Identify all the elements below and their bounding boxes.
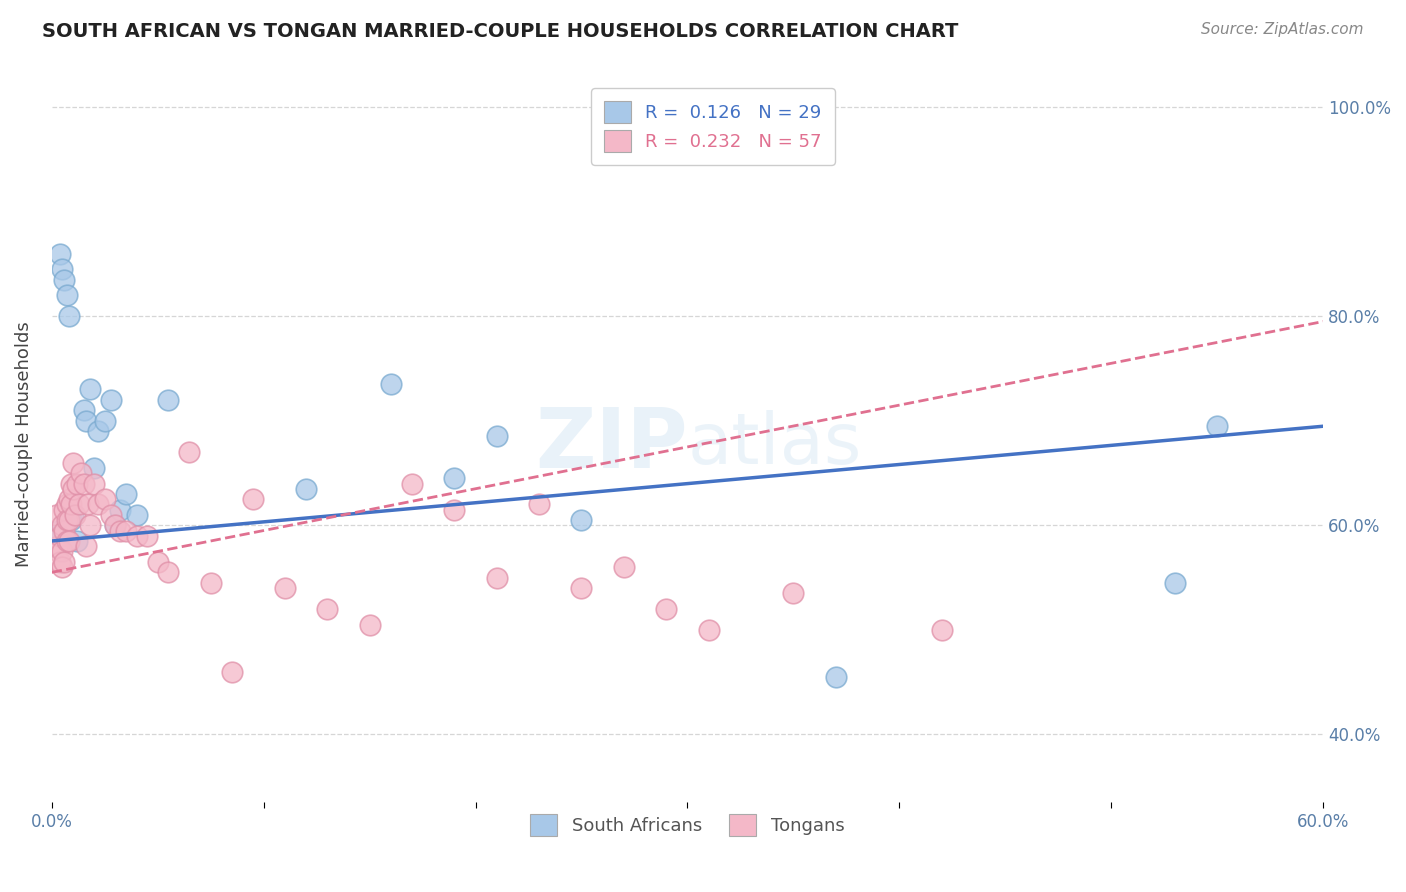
Point: [125, 529, 148, 543]
Point: [45, 508, 67, 522]
Point: [83, 460, 105, 475]
Point: [53, 273, 76, 287]
Point: [58, 513, 80, 527]
Point: [59, 513, 82, 527]
Point: [67, 497, 90, 511]
Point: [931, 623, 953, 637]
Point: [46, 539, 69, 553]
Point: [115, 487, 138, 501]
Point: [75, 414, 97, 428]
Point: [51, 262, 73, 277]
Point: [157, 392, 180, 407]
Point: [1164, 575, 1187, 590]
Point: [571, 581, 593, 595]
Point: [51, 560, 73, 574]
Point: [108, 524, 131, 538]
Point: [179, 445, 201, 459]
Point: [380, 377, 402, 392]
Point: [62, 508, 84, 522]
Text: SOUTH AFRICAN VS TONGAN MARRIED-COUPLE HOUSEHOLDS CORRELATION CHART: SOUTH AFRICAN VS TONGAN MARRIED-COUPLE H…: [42, 22, 959, 41]
Point: [79, 518, 101, 533]
Point: [221, 665, 243, 679]
Text: atlas: atlas: [688, 409, 862, 479]
Point: [295, 482, 318, 496]
Point: [242, 492, 264, 507]
Point: [70, 466, 93, 480]
Point: [443, 502, 465, 516]
Point: [87, 497, 110, 511]
Point: [527, 497, 550, 511]
Point: [443, 471, 465, 485]
Point: [93, 414, 115, 428]
Point: [51, 544, 73, 558]
Point: [55, 533, 77, 548]
Point: [49, 529, 72, 543]
Y-axis label: Married-couple Households: Married-couple Households: [15, 321, 32, 567]
Point: [72, 403, 94, 417]
Point: [58, 310, 80, 324]
Point: [93, 492, 115, 507]
Point: [62, 456, 84, 470]
Point: [571, 513, 593, 527]
Point: [79, 383, 101, 397]
Point: [53, 524, 76, 538]
Point: [62, 482, 84, 496]
Point: [59, 497, 82, 511]
Point: [53, 555, 76, 569]
Point: [104, 518, 127, 533]
Point: [49, 246, 72, 260]
Point: [274, 581, 297, 595]
Point: [115, 524, 138, 538]
Point: [146, 555, 169, 569]
Point: [782, 586, 804, 600]
Point: [316, 602, 339, 616]
Point: [485, 570, 508, 584]
Point: [87, 424, 110, 438]
Point: [1206, 419, 1229, 434]
Point: [49, 555, 72, 569]
Point: [75, 539, 97, 553]
Point: [697, 623, 720, 637]
Point: [200, 575, 222, 590]
Point: [100, 508, 122, 522]
Point: [824, 670, 846, 684]
Point: [157, 566, 180, 580]
Point: [66, 476, 89, 491]
Point: [66, 533, 89, 548]
Point: [55, 497, 77, 511]
Point: [58, 492, 80, 507]
Point: [55, 513, 77, 527]
Point: [58, 533, 80, 548]
Point: [76, 497, 98, 511]
Legend: South Africans, Tongans: South Africans, Tongans: [523, 807, 852, 843]
Point: [125, 508, 148, 522]
Point: [655, 602, 678, 616]
Point: [51, 518, 73, 533]
Point: [53, 502, 76, 516]
Point: [46, 544, 69, 558]
Point: [83, 476, 105, 491]
Point: [401, 476, 423, 491]
Point: [63, 508, 86, 522]
Point: [46, 524, 69, 538]
Text: ZIP: ZIP: [534, 404, 688, 485]
Point: [136, 529, 159, 543]
Point: [359, 617, 381, 632]
Point: [59, 476, 82, 491]
Point: [613, 560, 636, 574]
Point: [72, 476, 94, 491]
Point: [108, 502, 131, 516]
Point: [55, 288, 77, 302]
Point: [485, 429, 508, 443]
Point: [104, 518, 127, 533]
Text: Source: ZipAtlas.com: Source: ZipAtlas.com: [1201, 22, 1364, 37]
Point: [100, 392, 122, 407]
